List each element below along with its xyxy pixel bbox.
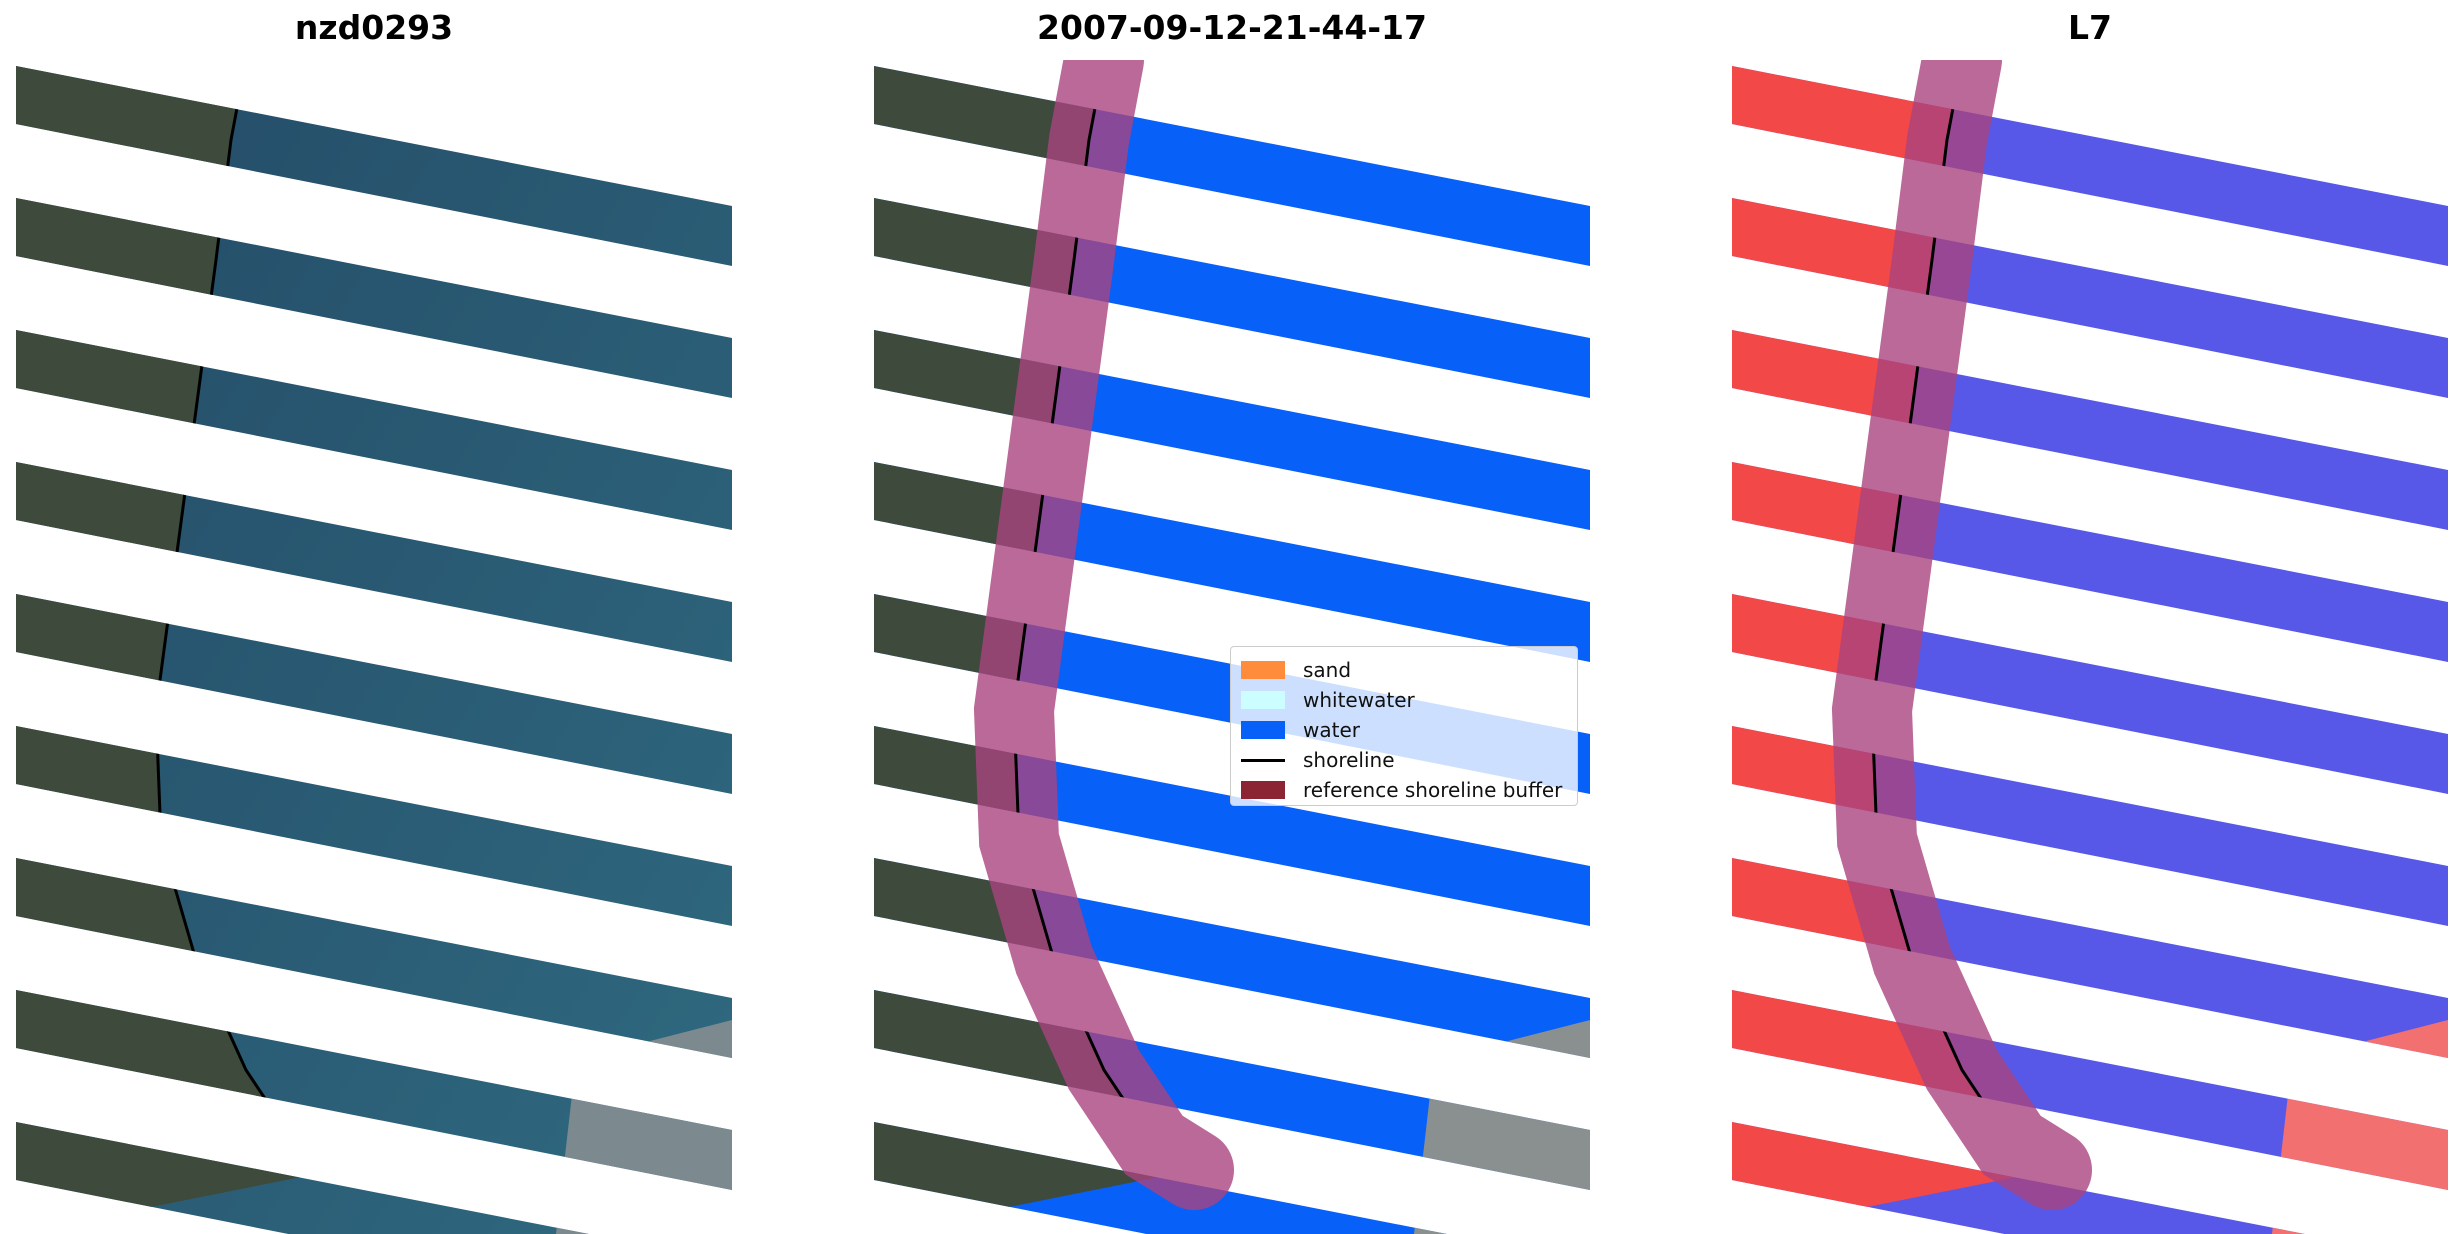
- legend-label: water: [1303, 718, 1360, 742]
- legend-item-shoreline: shoreline: [1241, 745, 1567, 775]
- panel-title: L7: [2068, 8, 2112, 47]
- legend-label: reference shoreline buffer: [1303, 778, 1563, 802]
- panel-title: nzd0293: [294, 8, 454, 47]
- legend-item-water: water: [1241, 715, 1567, 745]
- legend-label: whitewater: [1303, 688, 1415, 712]
- legend-label: sand: [1303, 658, 1352, 682]
- shoreline: [154, 66, 337, 1172]
- legend: sand whitewater water shoreline referenc…: [1230, 646, 1578, 806]
- reference-shoreline-buffer: [1831, 60, 2092, 1210]
- legend-label: shoreline: [1303, 748, 1395, 772]
- panel-index-image: L7: [1720, 0, 2460, 1234]
- image-strips: [16, 66, 732, 1234]
- port-area: [1414, 1020, 1590, 1234]
- panel-rgb-image: nzd0293: [4, 0, 744, 1234]
- legend-swatch: [1241, 781, 1285, 799]
- legend-item-buffer: reference shoreline buffer: [1241, 775, 1567, 805]
- port-area: [556, 1020, 732, 1234]
- legend-swatch: [1241, 721, 1285, 739]
- legend-swatch: [1241, 691, 1285, 709]
- reference-shoreline-buffer: [973, 60, 1234, 1210]
- legend-swatch: [1241, 661, 1285, 679]
- panel-title: 2007-09-12-21-44-17: [1037, 8, 1427, 47]
- water-index-image: [1732, 60, 2448, 1234]
- image-strips: [1732, 66, 2448, 1234]
- legend-item-sand: sand: [1241, 655, 1567, 685]
- port-area: [2272, 1020, 2448, 1234]
- panel-classified-image: 2007-09-12-21-44-17: [862, 0, 1602, 1234]
- legend-line: [1241, 758, 1285, 762]
- rgb-satellite-image: [16, 66, 732, 1234]
- legend-item-whitewater: whitewater: [1241, 685, 1567, 715]
